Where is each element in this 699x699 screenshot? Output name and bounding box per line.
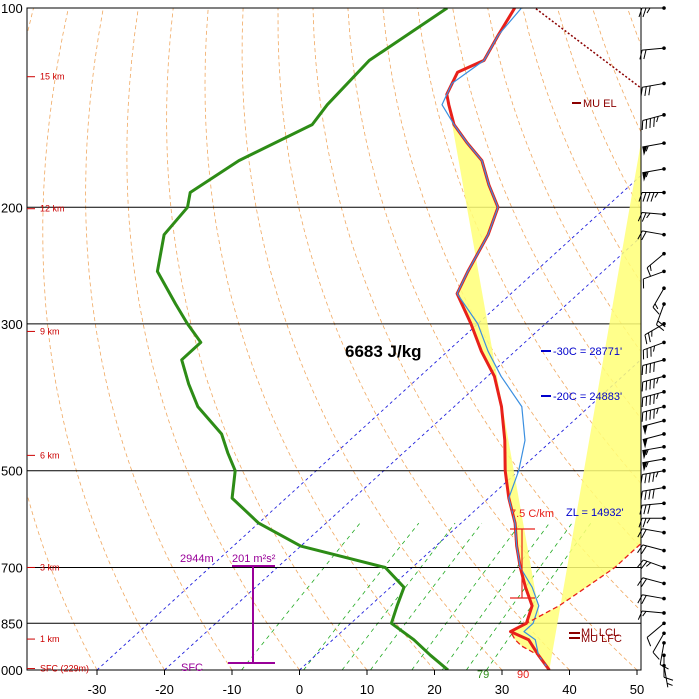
- wind-barb: [640, 485, 666, 501]
- cape-area: [446, 94, 641, 670]
- height-label: 6 km: [40, 450, 60, 460]
- temperature-tick-label: 30: [495, 682, 509, 697]
- wind-barb: [642, 432, 666, 449]
- wind-barb: [640, 468, 666, 484]
- isotherm: [164, 236, 641, 670]
- wind-barb: [638, 516, 666, 528]
- mixing-ratio-line: [241, 522, 361, 670]
- wind-barb: [642, 444, 666, 460]
- pressure-tick-label: 700: [1, 560, 23, 575]
- wind-barb: [641, 358, 666, 376]
- mixing-ratio-line: [486, 522, 592, 670]
- minus20c-label: -20C = 24883': [553, 391, 622, 403]
- height-label: 12 km: [40, 204, 65, 214]
- wind-barb: [637, 528, 666, 539]
- cape-label: 6683 J/kg: [345, 342, 422, 361]
- srh-height-label: 2944m: [180, 553, 214, 565]
- plot-area: [27, 8, 641, 670]
- wind-barb: [637, 211, 666, 222]
- minus30c-label: -30C = 28771': [553, 346, 622, 358]
- wind-barb: [646, 621, 666, 647]
- freezing-level-label: ZL = 14932': [566, 507, 624, 519]
- temperature-tick-label: -20: [155, 682, 174, 697]
- wind-barb: [642, 340, 666, 360]
- wind-barb: [646, 251, 666, 277]
- wind-barb: [656, 302, 666, 331]
- mixing-ratio-line: [341, 522, 456, 670]
- isotherm: [96, 174, 641, 670]
- height-label: 3 km: [40, 562, 60, 572]
- wind-barb: [642, 418, 666, 435]
- pressure-tick-label: 200: [1, 200, 23, 215]
- isotherm: [299, 358, 641, 670]
- dry-adiabat: [241, 8, 503, 670]
- srh-value-label: 201 m²s²: [232, 553, 276, 565]
- wind-barb: [641, 113, 666, 131]
- lapse-rate-label: 7.5 C/km: [510, 508, 554, 520]
- mixing-ratio-line: [466, 522, 573, 670]
- pressure-axis: 100 200 300 500 700 850 000: [1, 1, 23, 678]
- wind-barb: [637, 559, 666, 570]
- wind-barb: [637, 594, 666, 605]
- mu-el-label: MU EL: [583, 98, 617, 110]
- temperature-tick-label: 40: [562, 682, 576, 697]
- wind-barb: [641, 404, 666, 422]
- height-label: 15 km: [40, 72, 65, 82]
- wind-barb: [642, 167, 666, 182]
- temperature-axis: -30 -20 -10 0 10 20 30 40 50: [88, 670, 644, 697]
- pressure-tick-label: 850: [1, 616, 23, 631]
- plot-frame: [26, 7, 642, 671]
- height-label: 9 km: [40, 326, 60, 336]
- dry-adiabat: [85, 8, 233, 670]
- mixing-ratio-line: [370, 522, 483, 670]
- dry-adiabat: [204, 8, 435, 670]
- wind-barb: [662, 663, 673, 688]
- wind-barb: [637, 230, 666, 241]
- wind-barb: [639, 46, 666, 60]
- pressure-tick-label: 300: [1, 317, 23, 332]
- dry-adiabat: [347, 8, 641, 612]
- temperature-tick-label: 20: [427, 682, 441, 697]
- wind-barb: [642, 457, 666, 472]
- pressure-tick-label: 500: [1, 464, 23, 479]
- pressure-tick-label: 000: [1, 663, 23, 678]
- wind-barb: [639, 501, 666, 515]
- height-label: SFC (229m): [40, 664, 89, 674]
- height-label: 1 km: [40, 634, 60, 644]
- wind-barb: [638, 6, 666, 18]
- virtual-temperature-line: [441, 8, 550, 670]
- wind-barb: [637, 577, 666, 587]
- temperature-tick-label: 0: [296, 682, 303, 697]
- pressure-tick-label: 100: [1, 1, 23, 16]
- annotations: 6683 J/kg MU EL ML LCL MU LFC -30C = 287…: [180, 98, 624, 681]
- mu-lcl-label: ML LCL: [581, 627, 619, 639]
- wind-barb: [640, 81, 666, 97]
- wind-barb: [652, 286, 666, 315]
- wind-barb: [637, 610, 666, 620]
- mixing-ratio-line: [303, 522, 420, 670]
- wind-barb: [642, 269, 666, 289]
- wind-barb: [641, 374, 666, 392]
- temperature-tick-label: 10: [360, 682, 374, 697]
- mu-lfc-label: MU LFC: [581, 633, 622, 645]
- surface-dewpoint-label: 79: [477, 669, 489, 681]
- wind-barb: [641, 390, 666, 408]
- dewpoint-line: [155, 8, 449, 670]
- height-labels: 15 km 12 km 9 km 6 km 3 km 1 km SFC (229m): [27, 72, 89, 674]
- wind-barb: [644, 322, 666, 345]
- temperature-tick-label: -30: [88, 682, 107, 697]
- wind-barb: [637, 544, 666, 555]
- surface-temp-label: 90: [517, 669, 529, 681]
- wind-barb: [652, 631, 666, 660]
- temperature-line: [445, 8, 551, 670]
- wind-barb: [642, 141, 666, 156]
- wind-barbs: [637, 6, 674, 688]
- temperature-tick-label: 50: [630, 682, 644, 697]
- temperature-tick-label: -10: [223, 682, 242, 697]
- sfc-label: SFC: [181, 662, 203, 674]
- dry-adiabat: [42, 8, 165, 670]
- wind-barb: [638, 190, 666, 202]
